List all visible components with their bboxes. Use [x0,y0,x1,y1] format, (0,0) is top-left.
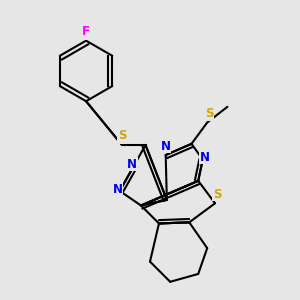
Text: S: S [118,130,126,142]
Text: S: S [213,188,221,201]
Text: F: F [82,25,90,38]
Text: N: N [127,158,137,170]
Text: N: N [200,151,210,164]
Text: N: N [112,183,122,196]
Text: S: S [205,107,214,120]
Text: N: N [161,140,171,153]
Text: F: F [82,26,90,39]
Text: S: S [118,130,126,144]
